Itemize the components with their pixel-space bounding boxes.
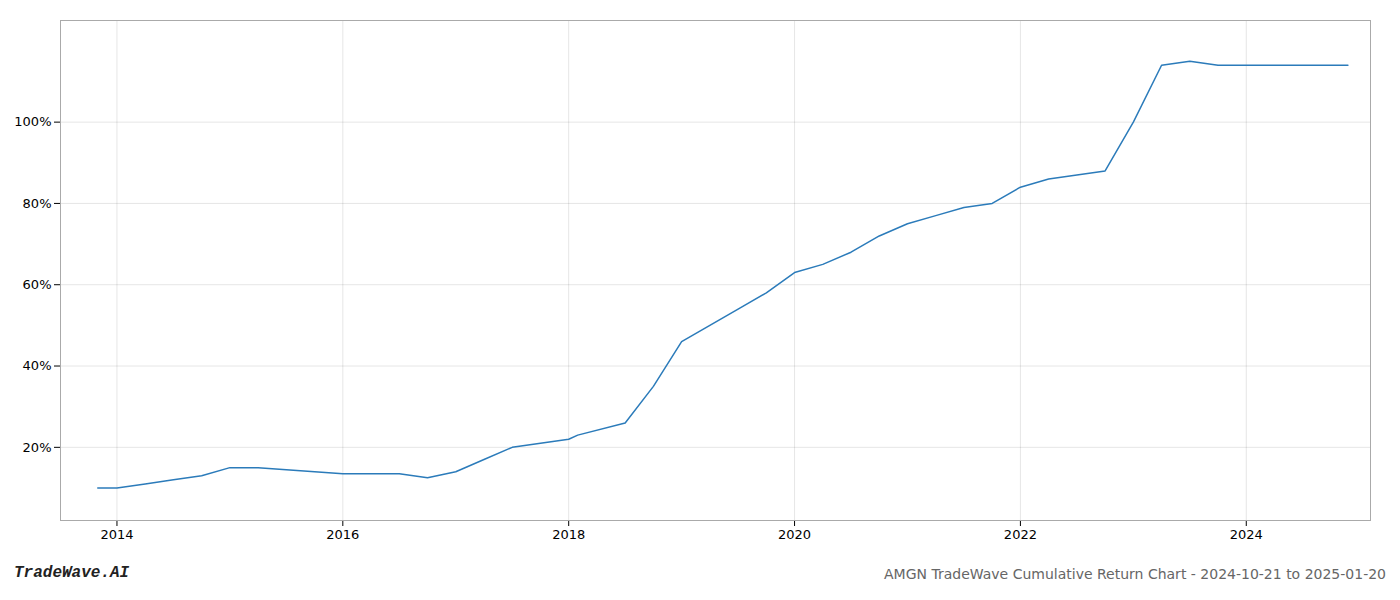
svg-text:60%: 60% [23, 277, 52, 292]
svg-text:2024: 2024 [1230, 527, 1263, 542]
html-text:AMGN TradeWave Cumulative Retu: AMGN TradeWave Cumulative Return Chart -… [884, 566, 1386, 582]
html-text:TradeWave.AI: TradeWave.AI [14, 564, 130, 582]
svg-text:2020: 2020 [778, 527, 811, 542]
svg-text:2016: 2016 [326, 527, 359, 542]
svg-text:2014: 2014 [100, 527, 133, 542]
svg-text:100%: 100% [14, 114, 51, 129]
svg-text:80%: 80% [23, 196, 52, 211]
svg-text:20%: 20% [23, 439, 52, 454]
svg-text:40%: 40% [23, 358, 52, 373]
svg-text:2022: 2022 [1004, 527, 1037, 542]
svg-text:2018: 2018 [552, 527, 585, 542]
